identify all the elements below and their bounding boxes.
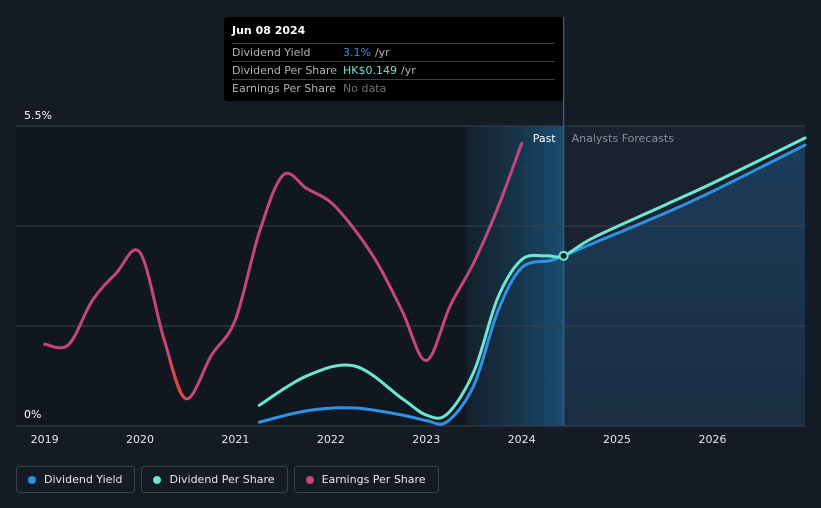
legend-item-earnings-per-share[interactable]: Earnings Per Share — [293, 466, 439, 493]
legend-item-dividend-per-share[interactable]: Dividend Per Share — [141, 466, 288, 493]
tooltip: Jun 08 2024 Dividend Yield 3.1% /yr Divi… — [224, 17, 563, 101]
tooltip-label: Earnings Per Share — [232, 82, 337, 95]
tooltip-row-dividend-per-share: Dividend Per Share HK$0.149 /yr — [232, 61, 555, 79]
x-tick-label: 2025 — [603, 433, 631, 446]
dividend-per-share-marker — [558, 250, 569, 261]
x-tick-label: 2023 — [412, 433, 440, 446]
y-top-label: 5.5% — [24, 109, 52, 122]
x-tick-label: 2026 — [698, 433, 726, 446]
past-label: Past — [533, 132, 557, 145]
tooltip-label: Dividend Per Share — [232, 64, 338, 77]
tooltip-label: Dividend Yield — [232, 46, 311, 59]
tooltip-row-dividend-yield: Dividend Yield 3.1% /yr — [232, 43, 555, 61]
y-bottom-label: 0% — [24, 408, 41, 421]
legend-dot-icon — [305, 475, 314, 484]
legend-dot-icon — [28, 475, 36, 484]
tooltip-row-earnings-per-share: Earnings Per Share No data — [232, 79, 555, 97]
legend-label: Earnings Per Share — [321, 473, 426, 486]
tooltip-value: HK$0.149 — [343, 64, 397, 77]
x-tick-label: 2021 — [221, 433, 249, 446]
x-tick-label: 2024 — [508, 433, 536, 446]
x-tick-label: 2019 — [31, 433, 59, 446]
tooltip-value: No data — [343, 82, 387, 95]
tooltip-date: Jun 08 2024 — [232, 24, 306, 37]
legend-item-dividend-yield[interactable]: Dividend Yield — [16, 466, 136, 493]
forecast-area — [563, 145, 805, 426]
forecast-label: Analysts Forecasts — [572, 132, 675, 145]
dividend-chart: 5.5% 0% 2019 2020 2021 2022 2023 2024 2025 2026 Pa… — [16, 17, 807, 446]
tooltip-unit: /yr — [374, 46, 390, 59]
legend-label: Dividend Yield — [44, 473, 123, 486]
x-tick-label: 2022 — [317, 433, 345, 446]
dividend-per-share-line — [257, 136, 807, 420]
x-tick-label: 2020 — [126, 433, 154, 446]
legend-dot-icon — [153, 475, 162, 484]
tooltip-value: 3.1% — [343, 46, 371, 59]
dividend-yield-line — [257, 143, 807, 426]
earnings-per-share-line — [43, 141, 524, 401]
tooltip-unit: /yr — [400, 64, 416, 77]
legend-label: Dividend Per Share — [169, 473, 275, 486]
legend: Dividend Yield Dividend Per Share Earnin… — [16, 466, 439, 493]
